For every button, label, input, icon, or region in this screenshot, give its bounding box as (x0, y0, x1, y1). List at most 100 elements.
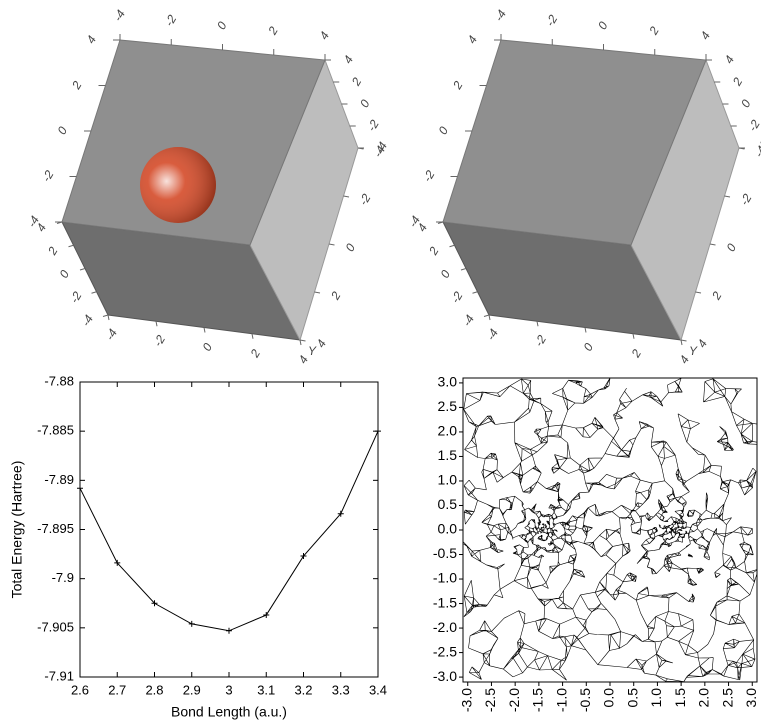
cube-tick-label: -2 (67, 289, 85, 306)
cube-tick-mark (473, 292, 478, 294)
cube-tick-label: 4 (415, 221, 431, 234)
y-tick-label: -1.5 (433, 594, 457, 610)
x-tick-label: 2.7 (108, 682, 126, 697)
x-tick-label: 1.0 (648, 688, 664, 708)
cube-tick-mark (103, 315, 108, 317)
cube-tick-mark (585, 328, 586, 333)
y-tick-label: -7.905 (37, 619, 74, 634)
cube-tick-mark (489, 315, 490, 320)
x-tick-label: -1.5 (530, 688, 546, 712)
cube-tick-label: 2 (348, 75, 364, 89)
cube-tick-label: 4 (34, 221, 50, 234)
cube-tick-label: -2 (532, 332, 550, 349)
y-tick-label: -2.0 (433, 619, 457, 635)
cube-tick-label: 0 (595, 19, 611, 32)
y-tick-label: -7.9 (52, 570, 74, 585)
cube-tick-mark (252, 334, 253, 339)
cube-tick-mark (461, 269, 466, 271)
isosurface-shade (140, 147, 216, 223)
axis-label: Y (689, 344, 698, 358)
cube-tick-label: 0 (55, 124, 71, 137)
cube-tick-label: -4 (492, 7, 510, 24)
cube-tick-mark (69, 245, 74, 247)
y-tick-label: -7.885 (37, 423, 74, 438)
y-tick-label: 2.5 (438, 398, 458, 414)
cube-tick-label: -4 (460, 312, 478, 329)
cube-tick-mark (204, 328, 205, 333)
axis-label: Y (308, 344, 317, 358)
cube-tick-label: -2 (162, 12, 180, 29)
cube-tick-mark (450, 245, 455, 247)
cube-tick-label: -4 (484, 326, 502, 343)
cube-tick-label: 0 (357, 97, 373, 110)
x-tick-label: -0.5 (577, 688, 593, 712)
y-tick-label: -0.5 (433, 545, 457, 561)
x-tick-label: 2.8 (145, 682, 163, 697)
cube-tick-mark (300, 340, 301, 345)
x-tick-label: 3.1 (257, 682, 275, 697)
cube-tick-mark (156, 321, 157, 326)
cube-tick-label: -2 (39, 168, 57, 185)
cube-tick-label: -4 (111, 7, 129, 24)
y-tick-label: -7.895 (37, 521, 74, 536)
x-tick-label: 0.5 (624, 688, 640, 708)
y-tick-label: 0.5 (438, 496, 458, 512)
y-tick-label: -7.89 (44, 472, 74, 487)
cube-tick-label: 2 (328, 289, 344, 303)
cube-tick-mark (92, 292, 97, 294)
x-tick-label: 1.5 (672, 688, 688, 708)
y-tick-label: 0.0 (438, 521, 458, 537)
x-tick-label: -2.5 (482, 688, 498, 712)
x-tick-label: 3.0 (743, 688, 759, 708)
data-line (80, 431, 378, 631)
cube-tick-mark (329, 244, 335, 245)
cube-tick-mark (681, 340, 682, 345)
cube-tick-label: 0 (200, 340, 216, 353)
cube-tick-label: 0 (581, 340, 597, 353)
x-tick-label: 2.9 (183, 682, 201, 697)
x-tick-label: 3 (225, 682, 232, 697)
cube-tick-label: -2 (737, 191, 755, 208)
cube-tick-label: 0 (343, 241, 359, 254)
y-tick-label: -1.0 (433, 570, 457, 586)
y-tick-label: 3.0 (438, 374, 458, 390)
y-axis-label: Total Energy (Hartree) (9, 461, 25, 599)
cube-tick-label: 0 (214, 19, 230, 32)
x-tick-label: 3.2 (294, 682, 312, 697)
y-tick-label: 2.0 (438, 423, 458, 439)
data-point (375, 428, 381, 434)
cube-tick-label: 2 (646, 24, 662, 38)
cube-tick-label: -2 (745, 117, 761, 134)
cube-tick-label: 0 (436, 124, 452, 137)
cube-tick-mark (537, 321, 538, 326)
x-tick-label: 2.0 (696, 688, 712, 708)
cube-tick-label: 2 (247, 347, 263, 361)
cube-tick-label: 2 (729, 75, 745, 89)
figure: -4-2024-4-2024-4-2024-4-2024-4-2024-4-20… (0, 0, 761, 724)
cube-tick-label: -2 (364, 117, 382, 134)
cube-tick-label: 2 (69, 78, 85, 92)
y-tick-label: -7.91 (44, 668, 74, 683)
data-point (77, 485, 83, 491)
y-tick-label: 1.0 (438, 472, 458, 488)
x-tick-label: 3.4 (369, 682, 387, 697)
x-tick-label: -3.0 (458, 688, 474, 712)
y-tick-label: -3.0 (433, 668, 457, 684)
cube-tick-label: 0 (738, 97, 754, 110)
cube-tick-label: -2 (151, 332, 169, 349)
x-tick-label: -1.0 (553, 688, 569, 712)
cube-tick-label: 0 (57, 267, 73, 280)
cube-tick-mark (710, 244, 716, 245)
cube-tick-label: -2 (543, 12, 561, 29)
y-tick-label: -2.5 (433, 643, 457, 659)
cube-tick-label: -4 (79, 312, 97, 329)
x-axis-label: Bond Length (a.u.) (171, 704, 287, 720)
cube-tick-label: 4 (698, 29, 714, 42)
cube-tick-label: 2 (450, 78, 466, 92)
cube-tick-mark (484, 315, 489, 317)
cube-tick-mark (725, 196, 731, 197)
y-tick-label: -7.88 (44, 373, 74, 388)
cube-tick-mark (315, 292, 321, 293)
cube-tick-label: 4 (84, 33, 100, 46)
